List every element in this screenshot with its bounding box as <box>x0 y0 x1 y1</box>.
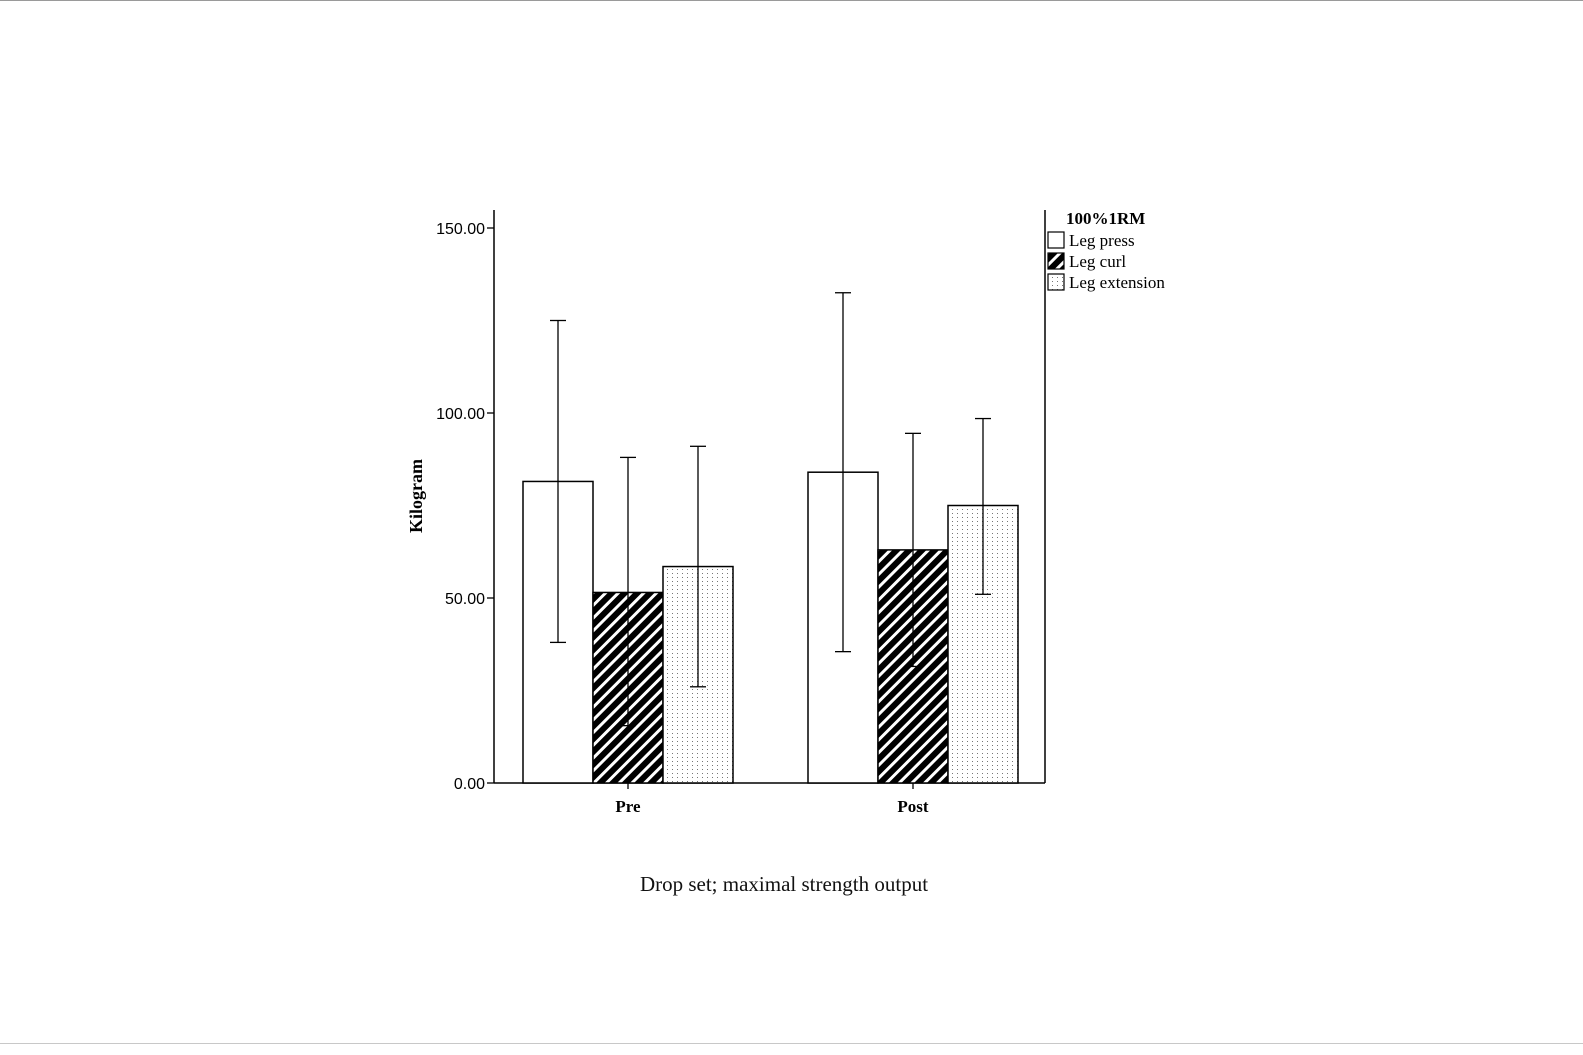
y-tick-label: 50.00 <box>445 591 485 608</box>
x-tick-label: Pre <box>615 797 641 816</box>
legend-swatch <box>1047 231 1065 249</box>
legend-label: Leg extension <box>1069 273 1165 292</box>
y-tick-label: 100.00 <box>436 406 485 423</box>
legend-swatch <box>1047 273 1065 291</box>
y-tick-label: 0.00 <box>454 776 485 793</box>
x-tick-label: Post <box>897 797 929 816</box>
legend-label: Leg press <box>1069 231 1135 250</box>
y-tick-label: 150.00 <box>436 221 485 238</box>
legend-swatch <box>1047 252 1065 270</box>
bottom-border <box>0 1043 1583 1044</box>
legend-title: 100%1RM <box>1066 209 1145 228</box>
figure-caption: Drop set; maximal strength output <box>639 872 929 896</box>
legend-label: Leg curl <box>1069 252 1126 271</box>
top-border <box>0 0 1583 1</box>
y-axis-label: Kilogram <box>406 459 426 533</box>
